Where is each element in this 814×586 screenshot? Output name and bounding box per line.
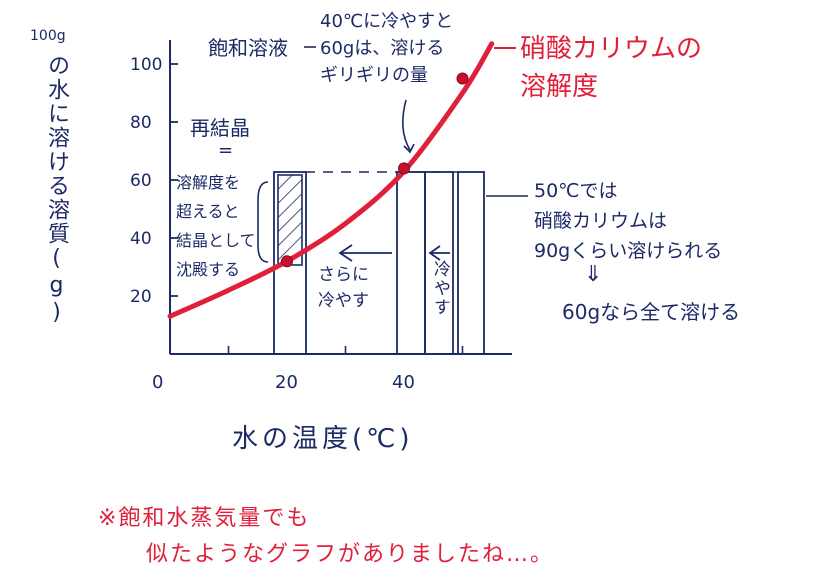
arrow-to-40-point xyxy=(402,99,415,154)
y-axis-label-2: の水に溶ける溶質(g) xyxy=(44,54,69,327)
y-tick-label: 20 xyxy=(130,287,152,307)
beaker-45c xyxy=(424,171,454,355)
curve-point xyxy=(398,162,410,175)
y-tick-label: 40 xyxy=(130,229,152,249)
footnote-line-2: 似たようなグラフがありましたね…。 xyxy=(146,542,555,567)
beaker-40c xyxy=(396,171,426,355)
solubility-curve xyxy=(167,41,495,319)
down-arrow: ⇓ xyxy=(584,262,603,287)
curve-point xyxy=(456,72,469,85)
recrystal-bracket xyxy=(257,181,269,263)
y-tick-label: 60 xyxy=(130,171,152,191)
y-tick-label: 100 xyxy=(130,55,162,75)
curve-point xyxy=(281,255,293,268)
cool-to-40-note: 40℃に冷やすと 60gは、溶ける ギリギリの量 xyxy=(320,11,454,86)
all-dissolve-note: 60gなら全て溶ける xyxy=(562,300,741,324)
arrow-cool-more xyxy=(338,244,392,262)
x-axis-label: 水の温度(℃) xyxy=(232,424,414,454)
curve-label: 硝酸カリウムの 溶解度 xyxy=(520,34,703,102)
axis-ticks: 20 40 60 80 100 0 20 40 xyxy=(130,55,464,393)
hatched-crystal-area xyxy=(277,174,303,266)
curve-points xyxy=(281,72,469,268)
recrystal-title: 再結晶 xyxy=(190,116,250,140)
saturated-label: 飽和溶液 xyxy=(208,36,288,60)
x-tick-label: 0 xyxy=(152,372,163,393)
cool-label: 冷やす xyxy=(430,260,450,317)
beaker-20c xyxy=(273,171,307,355)
x-tick-label: 40 xyxy=(392,372,415,393)
recrystal-equals: = xyxy=(218,140,234,161)
y-tick-label: 80 xyxy=(130,113,152,133)
footnote-line-1: ※飽和水蒸気量でも xyxy=(98,506,311,531)
recrystal-body: 溶解度を 超えると 結晶として 沈殿する xyxy=(176,173,256,279)
cool-more-label: さらに 冷やす xyxy=(318,265,369,311)
note-50c: 50℃では 硝酸カリウムは 90gくらい溶けられる xyxy=(534,180,723,262)
x-tick-label: 20 xyxy=(275,372,298,393)
beaker-50c xyxy=(457,171,485,355)
arrow-cool xyxy=(428,245,450,261)
y-axis-label-1: 100g xyxy=(30,28,66,44)
